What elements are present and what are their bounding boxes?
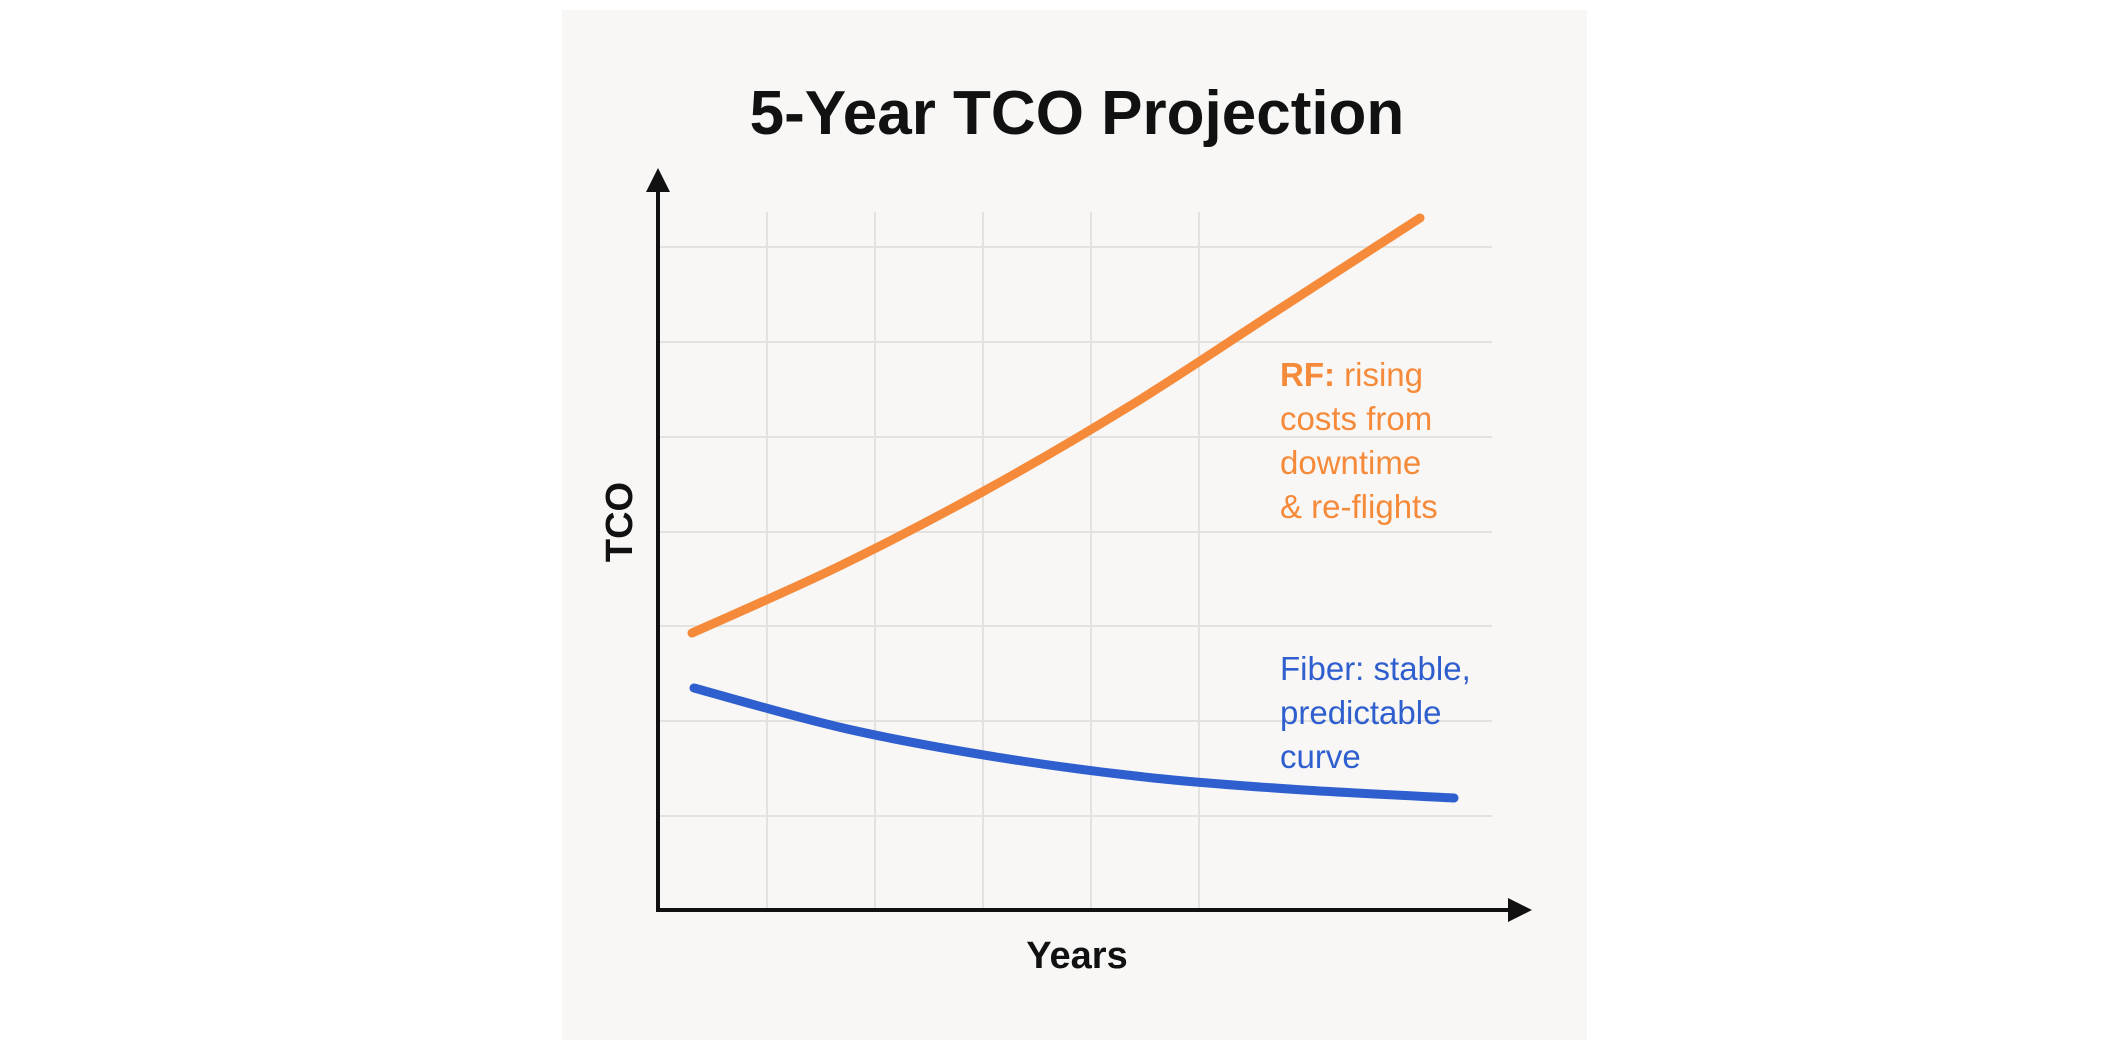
rf-annotation-line-3: & re-flights: [1280, 488, 1438, 525]
series-line-rf: [687, 213, 1425, 638]
chart-panel: [562, 10, 1587, 1040]
rf-annotation-rest: rising: [1335, 356, 1423, 393]
rf-annotation-line-1: costs from: [1280, 400, 1432, 437]
rf-annotation-line-2: downtime: [1280, 444, 1421, 481]
y-axis-label: TCO: [599, 482, 641, 562]
fiber-annotation-first-line: Fiber: stable,: [1280, 650, 1471, 687]
rf-annotation-lead: RF:: [1280, 356, 1335, 393]
series-layer: [687, 213, 1459, 803]
fiber-annotation: Fiber: stable, predictable curve: [1280, 650, 1480, 775]
fiber-annotation-line-2: curve: [1280, 738, 1361, 775]
x-axis-label: Years: [1026, 935, 1127, 977]
rf-annotation: RF: rising costs from downtime & re-flig…: [1280, 356, 1441, 525]
grid: [660, 212, 1492, 910]
fiber-annotation-line-1: predictable: [1280, 694, 1441, 731]
chart-title: 5-Year TCO Projection: [750, 79, 1405, 148]
series-line-fiber: [689, 683, 1459, 803]
